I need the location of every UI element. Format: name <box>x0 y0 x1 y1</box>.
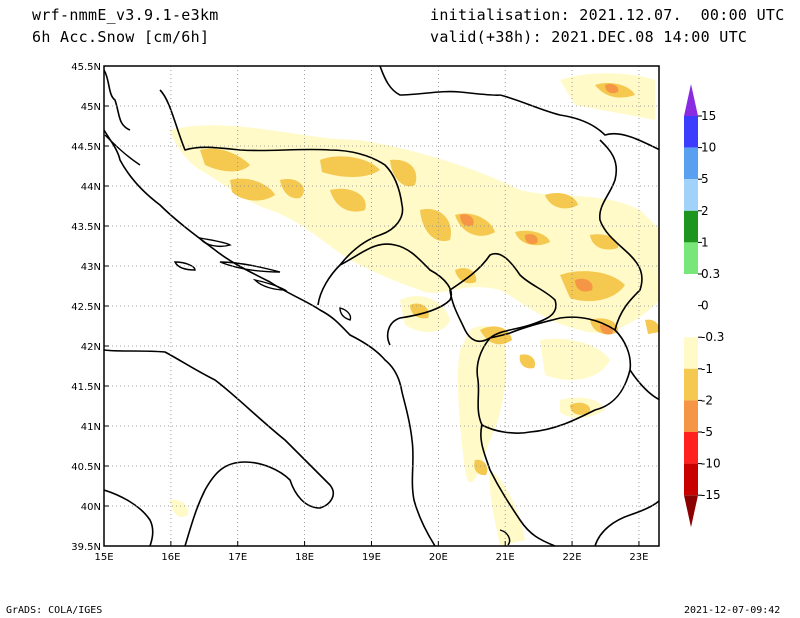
lon-tick-labels: 15E 16E 17E 18E 19E 20E 21E 22E 23E <box>94 541 648 563</box>
colorbar-segment <box>684 242 698 274</box>
lon-tick-label: 21E <box>496 552 515 563</box>
lon-tick-label: 16E <box>161 552 180 563</box>
lat-tick-label: 43.5N <box>71 222 101 233</box>
colorbar-segment <box>684 337 698 369</box>
colorbar-label: -2 <box>701 393 713 407</box>
grads-credit: GrADS: COLA/IGES <box>6 605 103 616</box>
lat-tick-label: 45.5N <box>71 62 101 73</box>
colorbar-label: 0 <box>701 299 709 313</box>
islands <box>104 134 511 546</box>
lat-tick-label: 42.5N <box>71 302 101 313</box>
colorbar-label: -10 <box>701 457 721 471</box>
colorbar-label: -1 <box>701 362 713 376</box>
lat-tick-label: 43N <box>81 262 101 273</box>
colorbar-segment <box>684 274 698 306</box>
colorbar-label: 10 <box>701 141 716 155</box>
lat-tick-label: 40N <box>81 502 101 513</box>
colorbar-label: -5 <box>701 425 713 439</box>
lon-tick-label: 23E <box>629 552 648 563</box>
colorbar-segment <box>684 116 698 148</box>
colorbar: 15 10 5 2 1 0.3 0 -0.3 -1 -2 -5 -10 -15 <box>684 84 724 528</box>
model-title: wrf-nmmE_v3.9.1-e3km <box>32 6 219 24</box>
lat-tick-label: 40.5N <box>71 462 101 473</box>
colorbar-label: -0.3 <box>701 330 724 344</box>
colorbar-label: -15 <box>701 488 721 502</box>
lat-tick-label: 44N <box>81 182 101 193</box>
lon-tick-label: 19E <box>362 552 381 563</box>
lat-tick-label: 45N <box>81 102 101 113</box>
lat-tick-label: 41N <box>81 422 101 433</box>
colorbar-segment <box>684 147 698 180</box>
colorbar-segment <box>684 210 698 243</box>
lat-tick-labels: 39.5N 40N 40.5N 41N 41.5N 42N 42.5N 43N 43.5N 44N… <box>71 62 109 553</box>
init-time: initialisation: 2021.12.07. 00:00 UTC <box>430 6 785 24</box>
colorbar-segment <box>684 432 698 464</box>
lat-tick-label: 42N <box>81 342 101 353</box>
country-borders <box>104 66 659 546</box>
lon-tick-label: 20E <box>429 552 448 563</box>
colorbar-label: 2 <box>701 204 709 218</box>
lat-tick-label: 41.5N <box>71 382 101 393</box>
colorbar-segment <box>684 368 698 401</box>
lat-tick-label: 39.5N <box>71 542 101 553</box>
lon-tick-label: 15E <box>94 552 113 563</box>
lon-tick-label: 17E <box>228 552 247 563</box>
lat-tick-label: 44.5N <box>71 142 101 153</box>
colorbar-label: 0.3 <box>701 267 720 281</box>
lon-tick-label: 18E <box>295 552 314 563</box>
colorbar-label: 15 <box>701 109 716 123</box>
field-title: 6h Acc.Snow [cm/6h] <box>32 28 210 46</box>
lat-lon-grid <box>104 66 659 546</box>
colorbar-segment <box>684 305 698 338</box>
colorbar-label: 5 <box>701 172 709 186</box>
render-timestamp: 2021-12-07-09:42 <box>684 605 781 616</box>
colorbar-segment <box>684 179 698 211</box>
colorbar-label: 1 <box>701 235 709 249</box>
lon-tick-label: 22E <box>563 552 582 563</box>
colorbar-segment <box>684 400 698 432</box>
valid-time: valid(+38h): 2021.DEC.08 14:00 UTC <box>430 28 748 46</box>
colorbar-bottom-arrow <box>684 495 698 528</box>
colorbar-top-arrow <box>684 84 698 116</box>
snow-field <box>170 73 659 546</box>
colorbar-segment <box>684 463 698 496</box>
